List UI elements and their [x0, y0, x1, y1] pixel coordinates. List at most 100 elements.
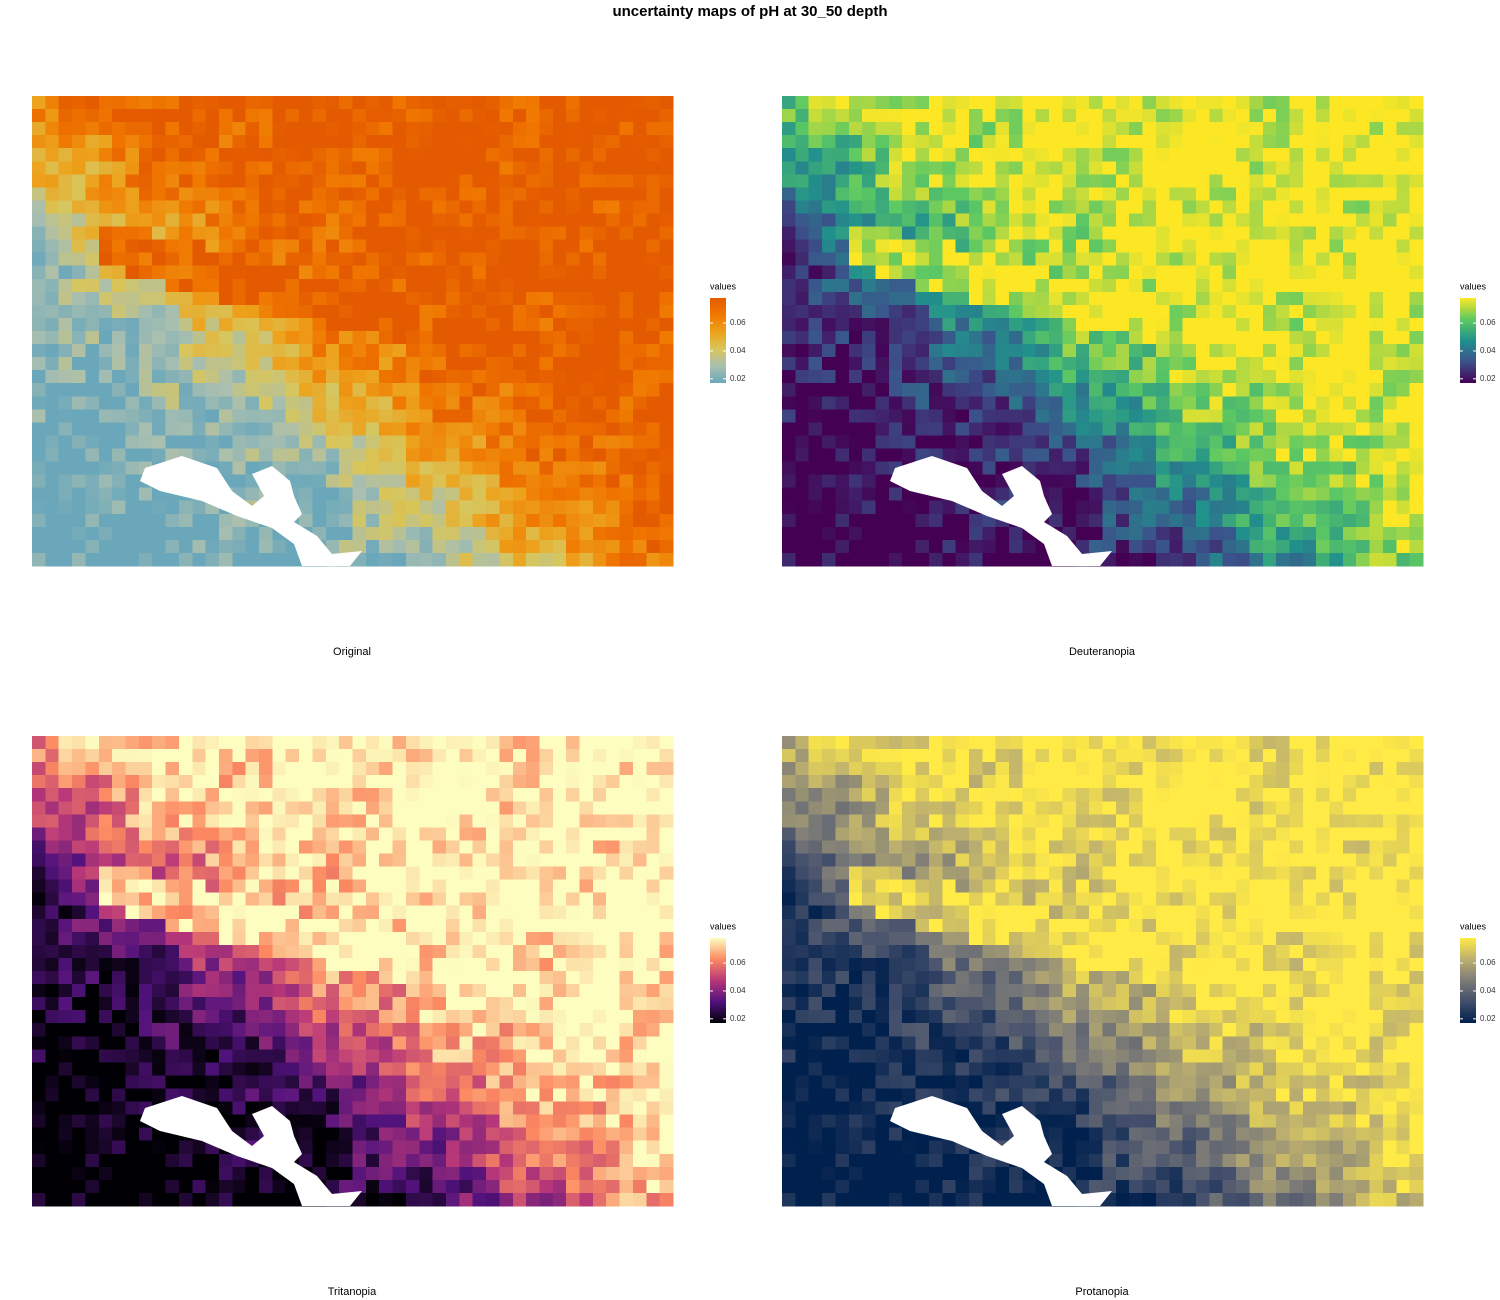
- raster-cell: [1382, 239, 1397, 254]
- raster-cell: [606, 278, 621, 293]
- raster-cell: [888, 435, 903, 450]
- raster-cell: [125, 814, 140, 828]
- raster-cell: [1356, 135, 1371, 149]
- raster-cell: [1316, 109, 1331, 123]
- raster-cell: [1142, 187, 1157, 202]
- raster-cell: [405, 213, 420, 228]
- raster-cell: [1302, 200, 1317, 215]
- raster-cell: [835, 552, 850, 567]
- raster-cell: [472, 788, 487, 802]
- raster-cell: [85, 1114, 100, 1129]
- raster-cell: [1316, 383, 1331, 397]
- raster-cell: [32, 461, 46, 476]
- raster-cell: [58, 1114, 73, 1129]
- raster-cell: [259, 422, 273, 437]
- raster-cell: [1209, 435, 1224, 450]
- raster-cell: [552, 135, 567, 149]
- raster-cell: [1209, 200, 1224, 215]
- raster-cell: [392, 474, 407, 489]
- raster-cell: [782, 252, 796, 267]
- raster-cell: [432, 827, 447, 842]
- raster-cell: [299, 383, 314, 397]
- raster-cell: [512, 252, 527, 267]
- raster-cell: [606, 331, 621, 345]
- raster-cell: [112, 291, 127, 306]
- raster-cell: [1262, 448, 1277, 463]
- raster-cell: [98, 944, 113, 959]
- raster-cell: [1262, 383, 1277, 397]
- raster-cell: [445, 96, 460, 110]
- raster-cell: [1262, 474, 1277, 489]
- raster-cell: [165, 957, 180, 972]
- raster-cell: [646, 474, 661, 489]
- raster-cell: [445, 1049, 460, 1063]
- raster-cell: [1142, 409, 1157, 423]
- raster-cell: [592, 109, 607, 123]
- raster-cell: [782, 331, 796, 345]
- raster-cell: [902, 539, 917, 554]
- raster-cell: [526, 1049, 541, 1063]
- raster-cell: [85, 814, 100, 828]
- raster-cell: [902, 265, 917, 280]
- raster-cell: [32, 749, 46, 763]
- raster-cell: [245, 291, 260, 306]
- raster-cell: [125, 1049, 140, 1063]
- raster-cell: [526, 827, 541, 842]
- raster-cell: [632, 396, 647, 410]
- raster-cell: [902, 370, 917, 384]
- raster-cell: [1169, 239, 1184, 254]
- raster-cell: [928, 187, 943, 202]
- raster-cell: [98, 1088, 113, 1103]
- raster-cell: [205, 239, 220, 254]
- raster-cell: [1222, 409, 1237, 423]
- raster-cell: [379, 435, 394, 450]
- raster-cell: [205, 552, 220, 567]
- raster-cell: [72, 474, 87, 489]
- raster-cell: [192, 788, 207, 802]
- raster-cell: [419, 552, 434, 567]
- raster-cell: [459, 762, 474, 776]
- raster-cell: [232, 944, 247, 959]
- raster-cell: [192, 827, 207, 842]
- raster-cell: [1062, 487, 1077, 502]
- raster-cell: [632, 148, 647, 162]
- raster-cell: [419, 971, 434, 985]
- raster-cell: [1129, 252, 1144, 267]
- raster-cell: [112, 135, 127, 149]
- raster-cell: [98, 474, 113, 489]
- raster-cell: [405, 526, 420, 541]
- raster-cell: [1035, 148, 1050, 162]
- raster-cell: [152, 879, 167, 894]
- raster-cell: [915, 291, 930, 306]
- raster-cell: [325, 344, 340, 358]
- raster-cell: [606, 1010, 621, 1024]
- raster-cell: [1142, 435, 1157, 450]
- raster-cell: [352, 905, 367, 920]
- raster-cell: [1302, 396, 1317, 410]
- raster-cell: [955, 331, 970, 345]
- raster-cell: [245, 344, 260, 358]
- raster-cell: [486, 291, 500, 306]
- raster-cell: [646, 291, 661, 306]
- raster-cell: [955, 226, 970, 241]
- raster-cell: [472, 448, 487, 463]
- raster-cell: [1249, 252, 1264, 267]
- raster-cell: [848, 461, 863, 476]
- raster-cell: [619, 1010, 634, 1024]
- raster-cell: [1276, 265, 1291, 280]
- raster-cell: [606, 1101, 621, 1116]
- raster-cell: [459, 187, 474, 202]
- raster-cell: [72, 200, 87, 215]
- raster-cell: [125, 526, 140, 541]
- raster-cell: [352, 187, 367, 202]
- raster-cell: [526, 265, 541, 280]
- raster-cell: [165, 853, 180, 868]
- raster-cell: [808, 357, 823, 371]
- raster-cell: [72, 918, 87, 933]
- raster-cell: [1289, 161, 1304, 175]
- raster-cell: [1075, 109, 1090, 123]
- raster-cell: [259, 135, 273, 149]
- raster-cell: [45, 331, 60, 345]
- raster-cell: [875, 344, 890, 358]
- raster-cell: [1302, 487, 1317, 502]
